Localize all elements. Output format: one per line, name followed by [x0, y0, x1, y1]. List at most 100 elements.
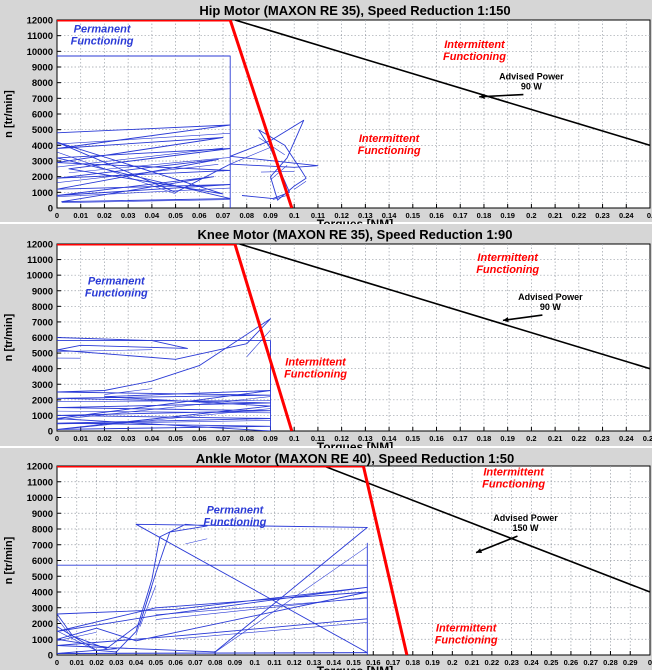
series-operating-trace: [57, 410, 271, 414]
y-tick-label: 8000: [32, 525, 53, 536]
y-tick-label: 6000: [32, 556, 53, 567]
x-tick-label: 0.03: [121, 434, 136, 443]
annotation-line: Functioning: [482, 478, 545, 490]
x-tick-label: 0.15: [405, 434, 420, 443]
series-operating-trace: [57, 617, 74, 640]
x-tick-label: 0.11: [311, 434, 325, 443]
x-tick-label: 0.04: [129, 658, 144, 667]
x-tick-label: 0.2: [447, 658, 457, 667]
y-axis-label: n [tr/min]: [3, 90, 15, 138]
x-tick-label: 0.28: [603, 658, 618, 667]
y-tick-label: 8000: [32, 78, 53, 89]
x-tick-label: 0.17: [453, 211, 468, 220]
x-tick-label: 0.16: [429, 211, 444, 220]
y-tick-label: 4000: [32, 364, 53, 375]
x-tick-label: 0.13: [358, 211, 373, 220]
x-tick-label: 0.01: [69, 658, 84, 667]
x-tick-label: 0.17: [386, 658, 401, 667]
x-tick-label: 0.16: [366, 658, 381, 667]
annotation-line: Intermittent: [285, 357, 347, 369]
y-tick-label: 6000: [32, 333, 53, 344]
series-operating-trace: [57, 631, 97, 642]
series-operating-trace: [57, 151, 176, 195]
x-tick-label: 0.06: [192, 434, 207, 443]
y-tick-label: 4000: [32, 588, 53, 599]
series-operating-trace: [214, 546, 368, 653]
y-tick-label: 3000: [32, 157, 53, 168]
functioning-label: Intermittent Functioning: [443, 39, 506, 63]
x-tick-label: 0.02: [97, 434, 112, 443]
x-tick-label: 0.18: [477, 211, 492, 220]
series-power: [323, 466, 650, 593]
functioning-label: Intermittent Functioning: [476, 252, 539, 276]
x-tick-label: 0.15: [405, 211, 420, 220]
y-tick-label: 0: [48, 651, 53, 662]
x-tick-label: 0.14: [382, 211, 397, 220]
series-envelope: [57, 340, 271, 431]
x-tick-label: 0: [648, 658, 652, 667]
x-tick-label: 0.11: [311, 211, 325, 220]
y-tick-label: 3000: [32, 603, 53, 614]
y-tick-label: 9000: [32, 286, 53, 297]
functioning-label: Permanent Functioning: [85, 276, 148, 300]
y-tick-label: 5000: [32, 349, 53, 360]
series-group: [57, 20, 650, 208]
functioning-label: Intermittent Functioning: [358, 133, 421, 157]
y-tick-label: 7000: [32, 540, 53, 551]
annotation-line: Functioning: [476, 264, 539, 276]
arrow-head: [479, 93, 485, 100]
series-operating-trace: [57, 408, 271, 430]
series-operating-trace: [185, 538, 208, 545]
annotation-line: Intermittent: [477, 252, 539, 264]
series-envelope: [57, 55, 231, 208]
series-operating-trace: [104, 388, 152, 395]
x-tick-label: 0.05: [149, 658, 164, 667]
series-operating-trace: [68, 157, 231, 174]
x-tick-label: 0.07: [188, 658, 203, 667]
x-tick-label: 0.09: [228, 658, 243, 667]
series-limit: [57, 466, 409, 655]
annotation-line: Functioning: [85, 288, 148, 300]
x-tick-label: 0.01: [73, 211, 88, 220]
y-tick-label: 6000: [32, 110, 53, 121]
x-tick-label: 0.12: [334, 434, 349, 443]
series-operating-trace: [57, 163, 219, 183]
x-tick-label: 0.05: [168, 434, 183, 443]
x-tick-label: 0.2: [526, 434, 536, 443]
arrow-head: [502, 317, 509, 323]
x-tick-label: 0.21: [465, 658, 480, 667]
x-tick-label: 0.21: [548, 211, 563, 220]
x-tick-label: 0.: [647, 211, 652, 220]
series-operating-trace: [57, 187, 231, 198]
y-tick-label: 7000: [32, 317, 53, 328]
chart-panel-1: Hip Motor (MAXON RE 35), Speed Reduction…: [0, 0, 652, 231]
advised-power-label: Advised Power 90 W: [518, 292, 583, 312]
y-tick-label: 12000: [27, 462, 53, 473]
x-tick-label: 0.24: [619, 211, 634, 220]
y-tick-label: 10000: [27, 271, 53, 282]
chart-panel-3: Ankle Motor (MAXON RE 40), Speed Reducti…: [0, 448, 652, 670]
chart-title: Hip Motor (MAXON RE 35), Speed Reduction…: [199, 3, 510, 18]
x-tick-label: 0.26: [564, 658, 579, 667]
x-tick-label: 0.24: [524, 658, 539, 667]
x-tick-label: 0.06: [168, 658, 183, 667]
x-tick-label: 0.2: [526, 211, 536, 220]
x-tick-label: 0.05: [168, 211, 183, 220]
functioning-label: Intermittent Functioning: [482, 466, 545, 490]
y-tick-label: 12000: [27, 16, 53, 27]
arrow-head: [476, 548, 483, 554]
x-tick-label: 0.1: [289, 434, 299, 443]
x-tick-label: 0.07: [216, 434, 231, 443]
y-tick-label: 9000: [32, 63, 53, 74]
x-tick-label: 0: [55, 434, 59, 443]
series-operating-trace: [61, 199, 231, 203]
x-tick-label: 0.23: [595, 211, 610, 220]
series-operating-trace: [57, 132, 231, 145]
annotation-line: Intermittent: [444, 39, 506, 51]
series-operating: [57, 523, 368, 654]
x-tick-label: 0.14: [382, 434, 397, 443]
x-tick-label: 0.03: [121, 211, 136, 220]
series-operating-trace: [135, 586, 153, 636]
x-tick-label: 0.03: [109, 658, 124, 667]
annotation-line: Permanent: [74, 24, 132, 36]
